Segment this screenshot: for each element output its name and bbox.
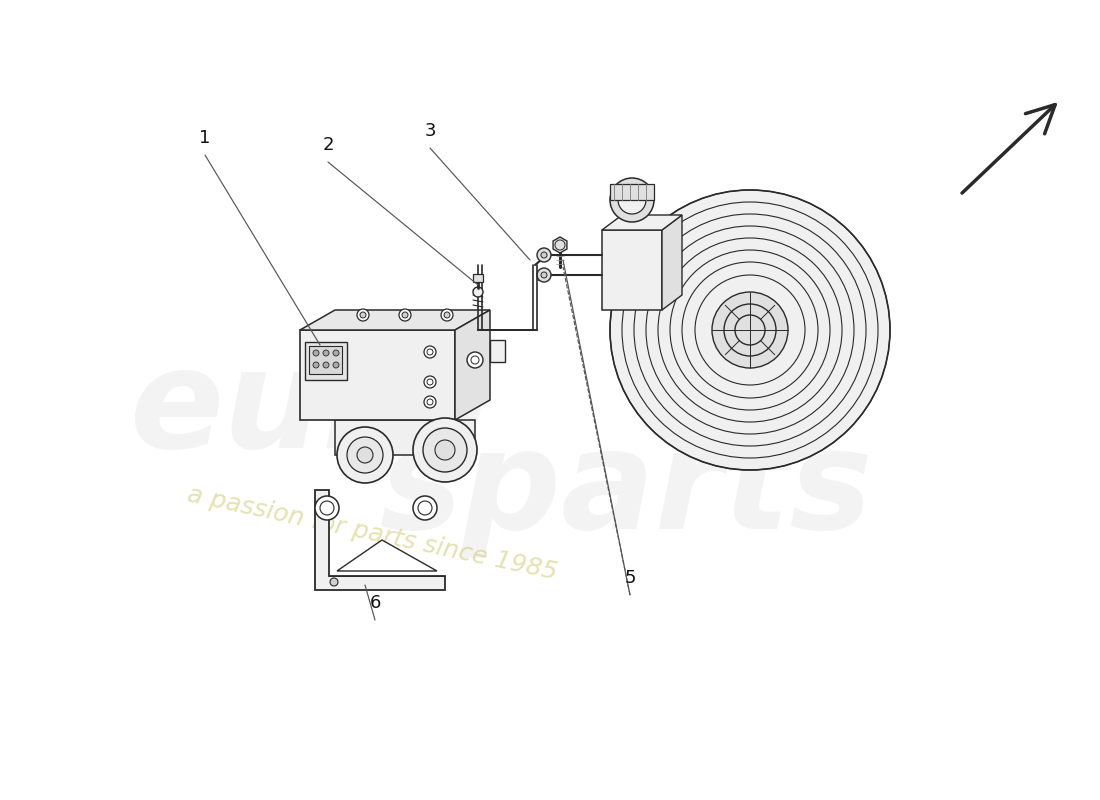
Circle shape [412, 496, 437, 520]
Polygon shape [300, 310, 490, 330]
Circle shape [323, 350, 329, 356]
Circle shape [333, 350, 339, 356]
Circle shape [541, 252, 547, 258]
Polygon shape [602, 215, 682, 230]
Circle shape [610, 190, 890, 470]
Circle shape [434, 440, 455, 460]
Bar [490, 340, 505, 362]
Circle shape [468, 352, 483, 368]
Text: 2: 2 [322, 136, 333, 154]
Polygon shape [300, 330, 455, 420]
Circle shape [424, 376, 436, 388]
Polygon shape [315, 490, 446, 590]
Circle shape [346, 437, 383, 473]
Circle shape [610, 178, 654, 222]
Circle shape [314, 350, 319, 356]
Circle shape [330, 578, 338, 586]
Circle shape [537, 248, 551, 262]
Circle shape [337, 427, 393, 483]
Circle shape [412, 418, 477, 482]
Text: 1: 1 [199, 129, 211, 147]
Text: euro: euro [130, 342, 487, 478]
Circle shape [444, 312, 450, 318]
Circle shape [712, 292, 788, 368]
Circle shape [618, 186, 646, 214]
Text: 3: 3 [425, 122, 436, 140]
Circle shape [473, 287, 483, 297]
Bar [305, 342, 346, 380]
Circle shape [315, 496, 339, 520]
Circle shape [537, 268, 551, 282]
Text: 6: 6 [370, 594, 381, 612]
Text: a passion for parts since 1985: a passion for parts since 1985 [185, 483, 560, 585]
Bar [473, 274, 483, 282]
Circle shape [358, 447, 373, 463]
Circle shape [424, 346, 436, 358]
Circle shape [333, 362, 339, 368]
Text: 5: 5 [625, 569, 636, 587]
Polygon shape [662, 215, 682, 310]
Bar [602, 230, 662, 310]
Circle shape [358, 309, 368, 321]
Polygon shape [337, 540, 437, 571]
Circle shape [360, 312, 366, 318]
Circle shape [441, 309, 453, 321]
Text: sparts: sparts [379, 422, 873, 558]
Circle shape [424, 396, 436, 408]
Bar [309, 346, 342, 374]
Circle shape [399, 309, 411, 321]
Bar [336, 420, 475, 455]
Circle shape [541, 272, 547, 278]
Bar [610, 184, 654, 200]
Circle shape [424, 428, 468, 472]
Circle shape [314, 362, 319, 368]
Circle shape [402, 312, 408, 318]
Circle shape [323, 362, 329, 368]
Polygon shape [455, 310, 490, 420]
Polygon shape [553, 237, 566, 253]
